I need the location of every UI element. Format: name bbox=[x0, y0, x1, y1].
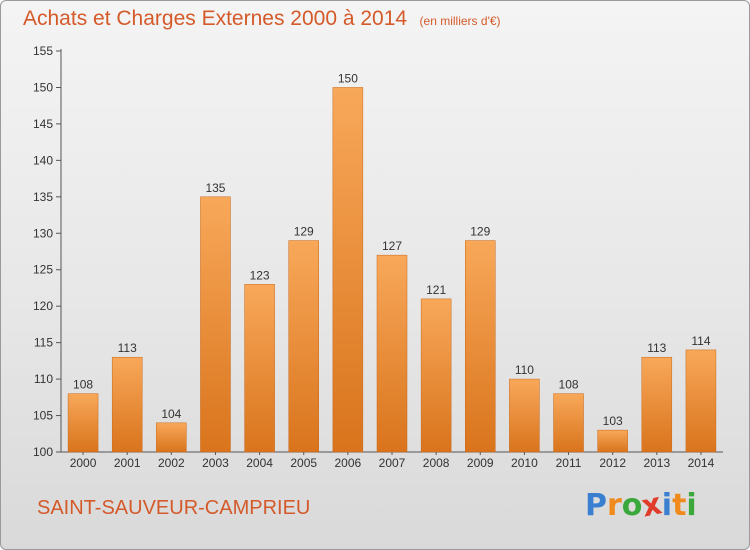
x-tick-label-2005: 2005 bbox=[290, 456, 317, 470]
logo-letter: r bbox=[607, 488, 622, 523]
data-label-2000: 108 bbox=[73, 378, 93, 392]
bar-2001 bbox=[111, 356, 143, 453]
x-tick-label-2007: 2007 bbox=[379, 456, 406, 470]
x-tick-label-2008: 2008 bbox=[423, 456, 450, 470]
x-tick-label-2006: 2006 bbox=[335, 456, 362, 470]
data-label-2011: 108 bbox=[559, 378, 579, 392]
bar-2012 bbox=[597, 429, 628, 453]
x-tick-label-2009: 2009 bbox=[467, 456, 494, 470]
x-tick-label-2011: 2011 bbox=[556, 456, 582, 470]
bar-2007 bbox=[376, 254, 408, 453]
bar-2014 bbox=[685, 349, 717, 453]
logo-letter: t bbox=[672, 488, 687, 523]
logo-letter: o bbox=[621, 488, 643, 523]
bar-2010 bbox=[509, 378, 540, 453]
y-tick-label: 130 bbox=[33, 226, 53, 240]
data-label-2014: 114 bbox=[691, 334, 710, 348]
data-label-2007: 127 bbox=[382, 239, 402, 253]
bar-2002 bbox=[156, 422, 187, 453]
x-tick-label-2001: 2001 bbox=[114, 456, 141, 470]
bar-2005 bbox=[288, 240, 319, 453]
data-label-2012: 103 bbox=[603, 414, 623, 428]
bar-2013 bbox=[641, 356, 673, 453]
bar-2006 bbox=[332, 87, 364, 453]
data-label-2005: 129 bbox=[294, 225, 314, 239]
bars-group bbox=[67, 87, 717, 453]
data-label-2008: 121 bbox=[426, 283, 446, 297]
chart-subtitle: (en milliers d'€) bbox=[419, 14, 501, 28]
data-label-2004: 123 bbox=[250, 268, 270, 282]
x-tick-label-2002: 2002 bbox=[158, 456, 185, 470]
data-label-2002: 104 bbox=[161, 407, 181, 421]
data-label-2006: 150 bbox=[338, 71, 358, 85]
title-row: Achats et Charges Externes 2000 à 2014 (… bbox=[23, 7, 501, 31]
x-tick-label-2004: 2004 bbox=[246, 456, 273, 470]
data-label-2001: 113 bbox=[118, 341, 137, 355]
y-tick-label: 150 bbox=[33, 80, 53, 94]
y-tick-label: 140 bbox=[33, 153, 53, 167]
y-tick-label: 125 bbox=[33, 263, 53, 277]
x-tick-label-2000: 2000 bbox=[70, 456, 97, 470]
y-tick-label: 115 bbox=[34, 336, 53, 350]
x-tick-label-2013: 2013 bbox=[643, 456, 670, 470]
y-tick-label: 100 bbox=[33, 445, 53, 459]
logo-letter: i bbox=[661, 488, 673, 523]
data-label-2009: 129 bbox=[470, 225, 490, 239]
y-tick-label: 110 bbox=[34, 372, 53, 386]
y-tick-label: 120 bbox=[33, 299, 53, 313]
y-tick-label: 105 bbox=[33, 409, 53, 423]
bar-2003 bbox=[200, 196, 231, 453]
x-axis: 2000 2001 2002 2003 2004 2005 2006 2007 2008 2009… bbox=[61, 451, 723, 470]
proxiti-logo[interactable]: Proxiti bbox=[585, 486, 697, 524]
y-tick-label: 155 bbox=[33, 44, 53, 58]
y-tick-label: 145 bbox=[33, 117, 53, 131]
x-tick-label-2012: 2012 bbox=[599, 456, 626, 470]
data-label-2003: 135 bbox=[205, 181, 225, 195]
bar-2008 bbox=[420, 298, 452, 453]
x-tick-label-2014: 2014 bbox=[688, 456, 715, 470]
data-label-2013: 113 bbox=[647, 341, 666, 355]
bar-2004 bbox=[244, 284, 275, 453]
bar-2011 bbox=[553, 393, 584, 453]
logo-letter: P bbox=[585, 488, 607, 523]
bar-2009 bbox=[465, 240, 496, 453]
chart-title: Achats et Charges Externes 2000 à 2014 bbox=[23, 7, 408, 30]
bar-2000 bbox=[67, 393, 99, 453]
y-axis: 100 105 110 115 120 125 130 135 140 145 150 155 bbox=[33, 44, 62, 459]
x-tick-label-2003: 2003 bbox=[202, 456, 229, 470]
x-tick-label-2010: 2010 bbox=[511, 456, 538, 470]
y-tick-label: 135 bbox=[33, 190, 53, 204]
commune-name: SAINT-SAUVEUR-CAMPRIEU bbox=[37, 497, 311, 519]
logo-letter: i bbox=[686, 488, 697, 523]
data-labels-group: 108 113 104 135 123 129 150 127 121 129 110 108 103 1… bbox=[73, 71, 711, 428]
data-label-2010: 110 bbox=[515, 363, 534, 377]
